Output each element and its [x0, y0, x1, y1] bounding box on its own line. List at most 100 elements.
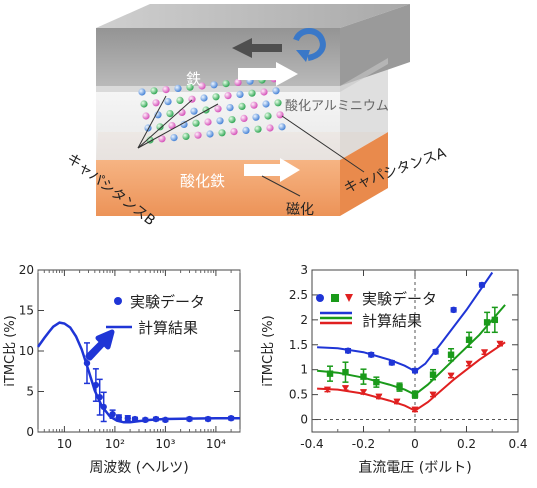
chart2-data-point	[360, 389, 367, 396]
iron-oxide-layer	[96, 160, 340, 216]
ion-ball	[156, 123, 164, 131]
magnetization-label: 磁化	[286, 202, 314, 218]
chart2-data-point	[344, 347, 352, 354]
ion-ball	[162, 86, 170, 94]
ion-ball	[174, 84, 182, 92]
ion-ball	[236, 90, 244, 98]
chart1-data-point	[83, 359, 91, 367]
chart2-y-tick-label: 3	[300, 263, 308, 277]
ion-ball	[178, 108, 186, 116]
chart1-series-calc-line	[36, 321, 240, 424]
chart2-data-point	[447, 372, 455, 380]
ion-ball	[234, 78, 242, 86]
chart1-data-point	[204, 415, 212, 423]
chart2-x-tick-label: -0.2	[352, 437, 375, 451]
ion-ball	[180, 120, 188, 128]
chart1-legend-calc: 計算結果	[138, 319, 198, 337]
chart2-data-point	[368, 351, 375, 358]
iron-layer-side	[340, 4, 410, 86]
chart2-data-point	[483, 319, 491, 326]
chart1-data-point	[92, 381, 100, 389]
chart1-legend-marker-data	[114, 297, 122, 305]
chart2-y-tick-label: 1.5	[289, 338, 308, 352]
chart2-data-point	[411, 391, 419, 398]
chart1-trend-arrow	[85, 329, 115, 361]
chart1-data-point	[142, 416, 149, 424]
chart1-y-tick-label: 0	[26, 425, 34, 439]
ion-ball	[170, 134, 178, 142]
chart2-data-point	[323, 386, 331, 394]
iron-oxide-layer-label: 酸化鉄	[180, 172, 225, 190]
ion-ball	[250, 101, 258, 109]
ion-ball	[164, 98, 172, 106]
magnetization-arrow-iron	[238, 62, 298, 86]
ion-ball	[274, 99, 282, 107]
chart1-data-point	[115, 414, 123, 421]
chart1-data-point	[96, 393, 103, 401]
chart2-experimental-points	[323, 281, 504, 414]
chart2-y-tick-label: 2.5	[289, 288, 308, 302]
magnetization-arrow-iron-oxide	[244, 158, 300, 182]
chart2-data-point	[396, 383, 403, 391]
ion-ball	[206, 130, 214, 138]
ion-ball	[212, 93, 220, 101]
chart2-y-tick-label: 2	[300, 313, 308, 327]
chart1-xlabel: 周波数 (ヘルツ)	[89, 460, 188, 476]
chart1-y-tick-label: 15	[19, 304, 34, 318]
chart1-y-tick-label: 20	[19, 263, 34, 277]
chart2-series-line-2	[317, 341, 506, 412]
ion-ball	[218, 129, 226, 137]
chart1-data-point	[124, 415, 131, 422]
ion-lattice	[138, 75, 286, 144]
iron-layer-label: 鉄	[186, 70, 201, 88]
chart1-calculated-curve	[36, 321, 240, 424]
chart1-y-tick-label: 10	[19, 344, 34, 358]
ion-ball	[168, 122, 176, 130]
chart2-legend-data: 実験データ	[362, 290, 437, 308]
chart1-data-point	[109, 410, 116, 418]
chart2-data-point	[491, 316, 499, 324]
ion-ball	[278, 123, 286, 131]
chart1-data-point	[100, 403, 107, 411]
ion-ball	[182, 132, 190, 140]
ion-ball	[138, 88, 146, 96]
capacitance-a-leader	[281, 115, 365, 173]
ion-ball	[242, 126, 250, 134]
ion-ball	[230, 128, 238, 136]
ion-ball	[210, 81, 218, 89]
chart2-xlabel: 直流電圧 (ボルト)	[358, 459, 471, 476]
chart2-data-point	[342, 368, 349, 376]
capacitance-b-leader-2	[137, 99, 193, 149]
chart2-data-point	[326, 370, 334, 377]
chart1-experimental-points	[83, 342, 235, 424]
chart2-data-point	[465, 336, 473, 343]
capacitance-b-leader-3	[137, 103, 219, 149]
chart1-x-tick-label: 10²	[105, 437, 125, 451]
chart1-ylabel: iTMC比 (%)	[3, 315, 18, 386]
alumina-layer-label: 酸化アルミニウム	[285, 99, 389, 114]
ion-ball	[192, 119, 200, 127]
chart2-data-point	[393, 398, 401, 406]
magnetization-leader	[261, 175, 301, 197]
rotation-arrow-icon	[293, 28, 326, 62]
chart2-ylabel: iTMC比 (%)	[261, 315, 276, 386]
ion-ball	[254, 125, 262, 133]
chart2-data-point	[429, 391, 437, 399]
frequency-chart: 10 10² 10³ 10⁴ 0 5 10 15 20 実験データ 計算結果 周波数 (ヘルツ)…	[3, 263, 241, 476]
ion-ball	[142, 112, 150, 120]
ion-ball	[252, 113, 260, 121]
ion-ball	[228, 116, 236, 124]
chart2-data-point	[341, 385, 349, 392]
stack-diagram: 鉄 酸化アルミニウム 酸化鉄 磁化 キャパシタンスA キャパシタンスB	[64, 4, 449, 229]
ion-ball	[262, 100, 270, 108]
chart2-data-point	[465, 360, 473, 368]
ion-ball	[216, 117, 224, 125]
chart1-x-tick-label: 10	[57, 437, 72, 451]
chart1-data-point	[186, 415, 193, 423]
ion-ball	[226, 104, 234, 112]
chart1-y-tick-label: 5	[26, 385, 34, 399]
ion-ball	[248, 89, 256, 97]
ion-ball	[176, 96, 184, 104]
